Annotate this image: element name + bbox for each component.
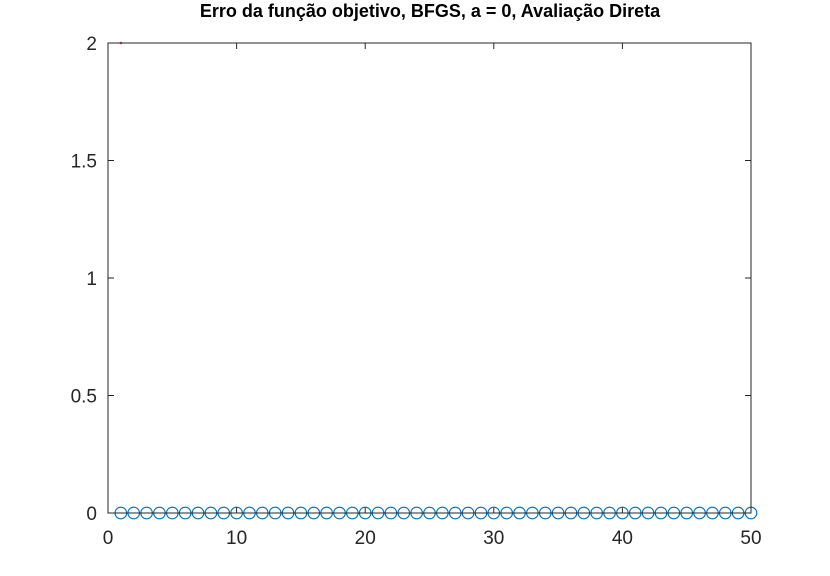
- y-tick-label: 0.5: [71, 387, 97, 408]
- plot-area: [108, 43, 751, 513]
- x-tick-label: 0: [103, 528, 114, 549]
- x-tick-label: 30: [483, 528, 504, 549]
- tick-labels: 0 10 20 30 40 50 0 0.5 1 1.5 2: [71, 34, 762, 549]
- y-tick-label: 2: [86, 34, 97, 55]
- x-tick-label: 50: [740, 528, 761, 549]
- plot-frame: [107, 42, 752, 514]
- chart-title: Erro da função objetivo, BFGS, a = 0, Av…: [200, 1, 661, 21]
- x-tick-label: 40: [612, 528, 633, 549]
- y-tick-label: 1.5: [71, 152, 97, 173]
- y-tick-label: 1: [86, 269, 97, 290]
- y-tick-label: 0: [86, 504, 97, 525]
- x-tick-label: 10: [226, 528, 247, 549]
- x-tick-label: 20: [355, 528, 376, 549]
